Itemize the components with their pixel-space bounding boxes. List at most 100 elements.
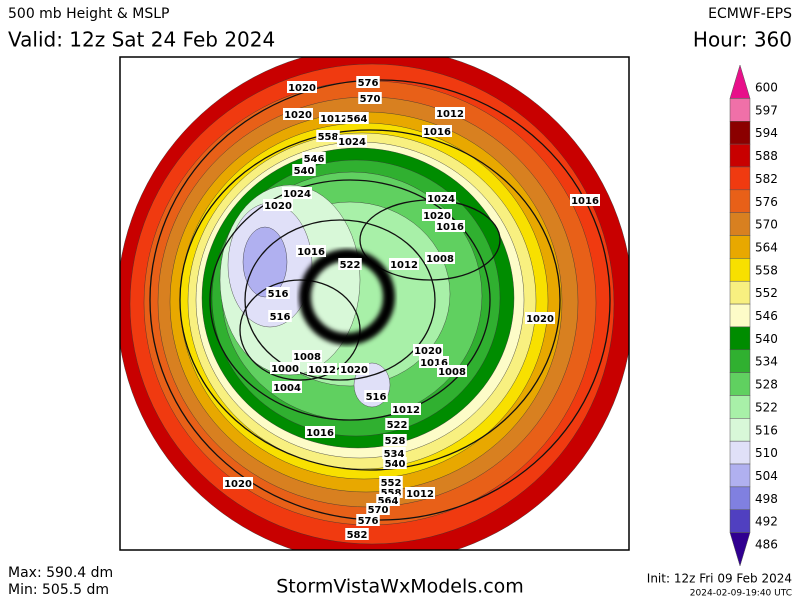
contour-label-box bbox=[422, 125, 452, 137]
contour-label-box bbox=[339, 363, 369, 375]
contour-label-box bbox=[307, 363, 337, 375]
colorbar-label-box bbox=[752, 491, 782, 506]
colorbar-swatch bbox=[729, 166, 751, 191]
contour-label-box bbox=[316, 130, 340, 142]
contour-label: 540 bbox=[385, 459, 406, 470]
colorbar-swatch bbox=[729, 280, 751, 305]
contour-label: 552 bbox=[381, 478, 402, 489]
contour-label-box bbox=[283, 108, 313, 120]
contour-label-box bbox=[385, 418, 409, 430]
contour-label: 1012 bbox=[392, 405, 420, 416]
contour-label-box bbox=[391, 403, 421, 415]
colorbar-swatch bbox=[729, 303, 751, 328]
colorbar-label: 510 bbox=[755, 446, 778, 460]
contour-label-box bbox=[435, 107, 465, 119]
contour-label-box bbox=[356, 514, 380, 526]
colorbar-swatch bbox=[729, 395, 751, 419]
site: StormVistaWxModels.com bbox=[276, 576, 524, 598]
colorbar-label-box bbox=[752, 285, 782, 300]
colorbar-label-box bbox=[752, 239, 782, 254]
colorbar-label: 597 bbox=[755, 103, 778, 117]
contour-label: 1024 bbox=[427, 194, 455, 205]
contour-label: 1016 bbox=[436, 222, 464, 233]
colorbar-swatch bbox=[729, 258, 751, 282]
contour-label: 576 bbox=[358, 516, 379, 527]
colorbar-swatch bbox=[729, 64, 751, 99]
contour-label: 1000 bbox=[271, 364, 299, 375]
contour-label: 1004 bbox=[273, 383, 301, 394]
contour-label-box bbox=[305, 426, 335, 438]
contour-label: 546 bbox=[304, 154, 325, 165]
colorbar-label: 600 bbox=[755, 81, 778, 95]
contour-label: 558 bbox=[318, 132, 339, 143]
colorbar-swatch bbox=[729, 532, 751, 567]
colorbar-label: 528 bbox=[755, 378, 778, 392]
contour-label: 1016 bbox=[306, 428, 334, 439]
colorbar-label: 486 bbox=[755, 538, 778, 552]
contour-label: 1020 bbox=[526, 314, 554, 325]
contour-label: 1016 bbox=[571, 196, 599, 207]
colorbar-label: 498 bbox=[755, 492, 778, 506]
contour-label: 1020 bbox=[224, 479, 252, 490]
colorbar-label-box bbox=[752, 194, 782, 209]
colorbar-swatch bbox=[729, 326, 751, 351]
contour-label: 516 bbox=[270, 312, 291, 323]
colorbar-label: 594 bbox=[755, 126, 778, 140]
contour-label-box bbox=[383, 434, 407, 446]
contour-label-box bbox=[525, 312, 555, 324]
isobar bbox=[209, 179, 491, 421]
contour-label-box bbox=[272, 381, 302, 393]
contour-label: 1012 bbox=[390, 260, 418, 271]
contour-label-box bbox=[389, 258, 419, 270]
contour-label: 1012 bbox=[308, 365, 336, 376]
contour-label-box bbox=[337, 135, 367, 147]
colorbar-label-box bbox=[752, 377, 782, 392]
contour-label: 576 bbox=[358, 78, 379, 89]
contour-label-box bbox=[413, 344, 443, 356]
colorbar-label: 534 bbox=[755, 355, 778, 369]
contour-label-box bbox=[382, 447, 406, 459]
colorbar-swatch bbox=[729, 121, 751, 145]
contour-label-box bbox=[358, 92, 382, 104]
contour-label: 1020 bbox=[264, 201, 292, 212]
contour-label: 582 bbox=[347, 530, 368, 541]
contour-label-box bbox=[425, 252, 455, 264]
contour-label-box bbox=[356, 76, 380, 88]
colorbar-label: 504 bbox=[755, 469, 778, 483]
colorbar-label: 570 bbox=[755, 218, 778, 232]
max-value: Max: 590.4 dm bbox=[8, 565, 113, 581]
contour-label: 522 bbox=[340, 260, 361, 271]
colorbar-label-box bbox=[752, 354, 782, 369]
contour-label-box bbox=[292, 164, 316, 176]
isobar bbox=[179, 129, 561, 471]
colorbar-label-box bbox=[752, 331, 782, 346]
contour-label-box bbox=[366, 503, 390, 515]
contour-label: 516 bbox=[366, 392, 387, 403]
contour-label-box bbox=[282, 187, 312, 199]
contour-label: 1016 bbox=[420, 358, 448, 369]
colorbar-swatch bbox=[729, 98, 751, 122]
contour-label-box bbox=[338, 258, 362, 270]
contour-label: 1008 bbox=[438, 367, 466, 378]
contour-label: 570 bbox=[360, 94, 381, 105]
colorbar-label-box bbox=[752, 262, 782, 277]
contour-label-box bbox=[268, 310, 292, 322]
contour-label-box bbox=[383, 457, 407, 469]
contour-label: 522 bbox=[387, 420, 408, 431]
contour-label: 1008 bbox=[426, 254, 454, 265]
colorbar-label-box bbox=[752, 399, 782, 414]
valid-time: Valid: 12z Sat 24 Feb 2024 bbox=[8, 28, 275, 52]
contour-label-box bbox=[296, 245, 326, 257]
colorbar-label: 540 bbox=[755, 332, 778, 346]
contour-label-box bbox=[570, 194, 600, 206]
isobar bbox=[239, 279, 361, 381]
colorbar-label-box bbox=[752, 514, 782, 529]
colorbar-label: 516 bbox=[755, 423, 778, 437]
colorbar-label-box bbox=[752, 308, 782, 323]
contour-label: 570 bbox=[368, 505, 389, 516]
highlight-ring bbox=[299, 249, 395, 345]
colorbar-label-box bbox=[752, 148, 782, 163]
contour-label-box bbox=[302, 152, 326, 164]
contour-label: 528 bbox=[385, 436, 406, 447]
